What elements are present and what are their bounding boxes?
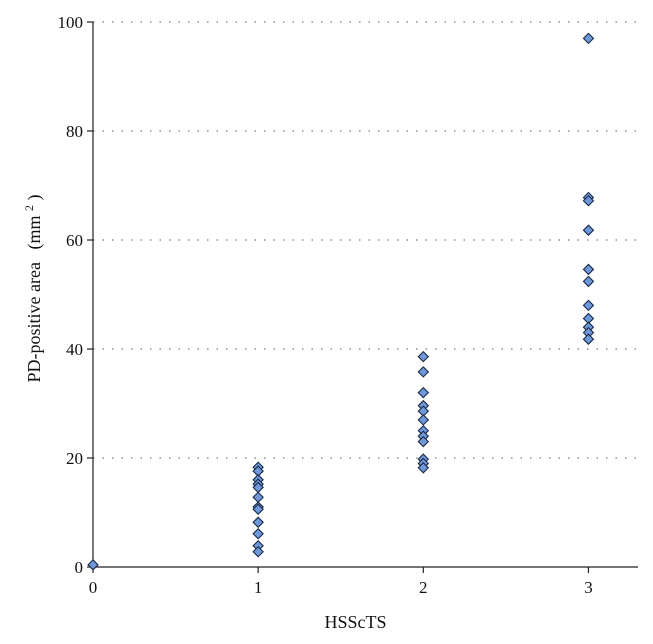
grid-lines: [93, 21, 638, 459]
y-tick-label: 100: [58, 13, 84, 32]
data-points: [87, 32, 595, 571]
y-tick-label: 40: [66, 340, 83, 359]
axis-ticks: [87, 21, 590, 573]
y-tick-label: 80: [66, 122, 83, 141]
data-point: [417, 435, 430, 448]
x-tick-label: 2: [419, 578, 428, 597]
y-axis-title-main: PD-positive area: [24, 262, 44, 382]
data-point: [417, 386, 430, 399]
y-tick-label: 20: [66, 449, 83, 468]
data-point: [582, 275, 595, 288]
data-point: [417, 366, 430, 378]
y-tick-label: 60: [66, 231, 83, 250]
data-point: [252, 503, 264, 516]
x-tick-label: 3: [584, 578, 593, 597]
y-axis-title-unit-sup: 2: [22, 205, 36, 211]
data-point: [582, 224, 595, 236]
axes: [92, 22, 638, 568]
data-point: [582, 299, 595, 312]
data-point: [582, 333, 595, 345]
x-tick-label: 0: [89, 578, 98, 597]
data-point: [582, 32, 595, 45]
x-tick-label: 1: [254, 578, 263, 597]
y-tick-label: 0: [75, 558, 84, 577]
data-point: [417, 414, 430, 426]
data-point: [417, 350, 430, 363]
data-point: [252, 516, 264, 529]
x-axis-title: HSScTS: [324, 612, 386, 632]
y-axis-title: PD-positive area (mm 2 ): [17, 195, 45, 383]
y-axis-title-unit-open: (mm: [24, 216, 45, 250]
data-point: [87, 559, 99, 571]
data-point: [252, 491, 264, 504]
data-point: [252, 527, 264, 540]
data-point: [417, 462, 430, 474]
data-point: [582, 263, 595, 276]
data-point: [582, 194, 595, 207]
y-axis-title-unit-close: ): [24, 195, 45, 201]
tick-labels: 0 20 40 60 80 100 0 1 2 3: [58, 13, 593, 597]
data-point: [252, 545, 264, 558]
